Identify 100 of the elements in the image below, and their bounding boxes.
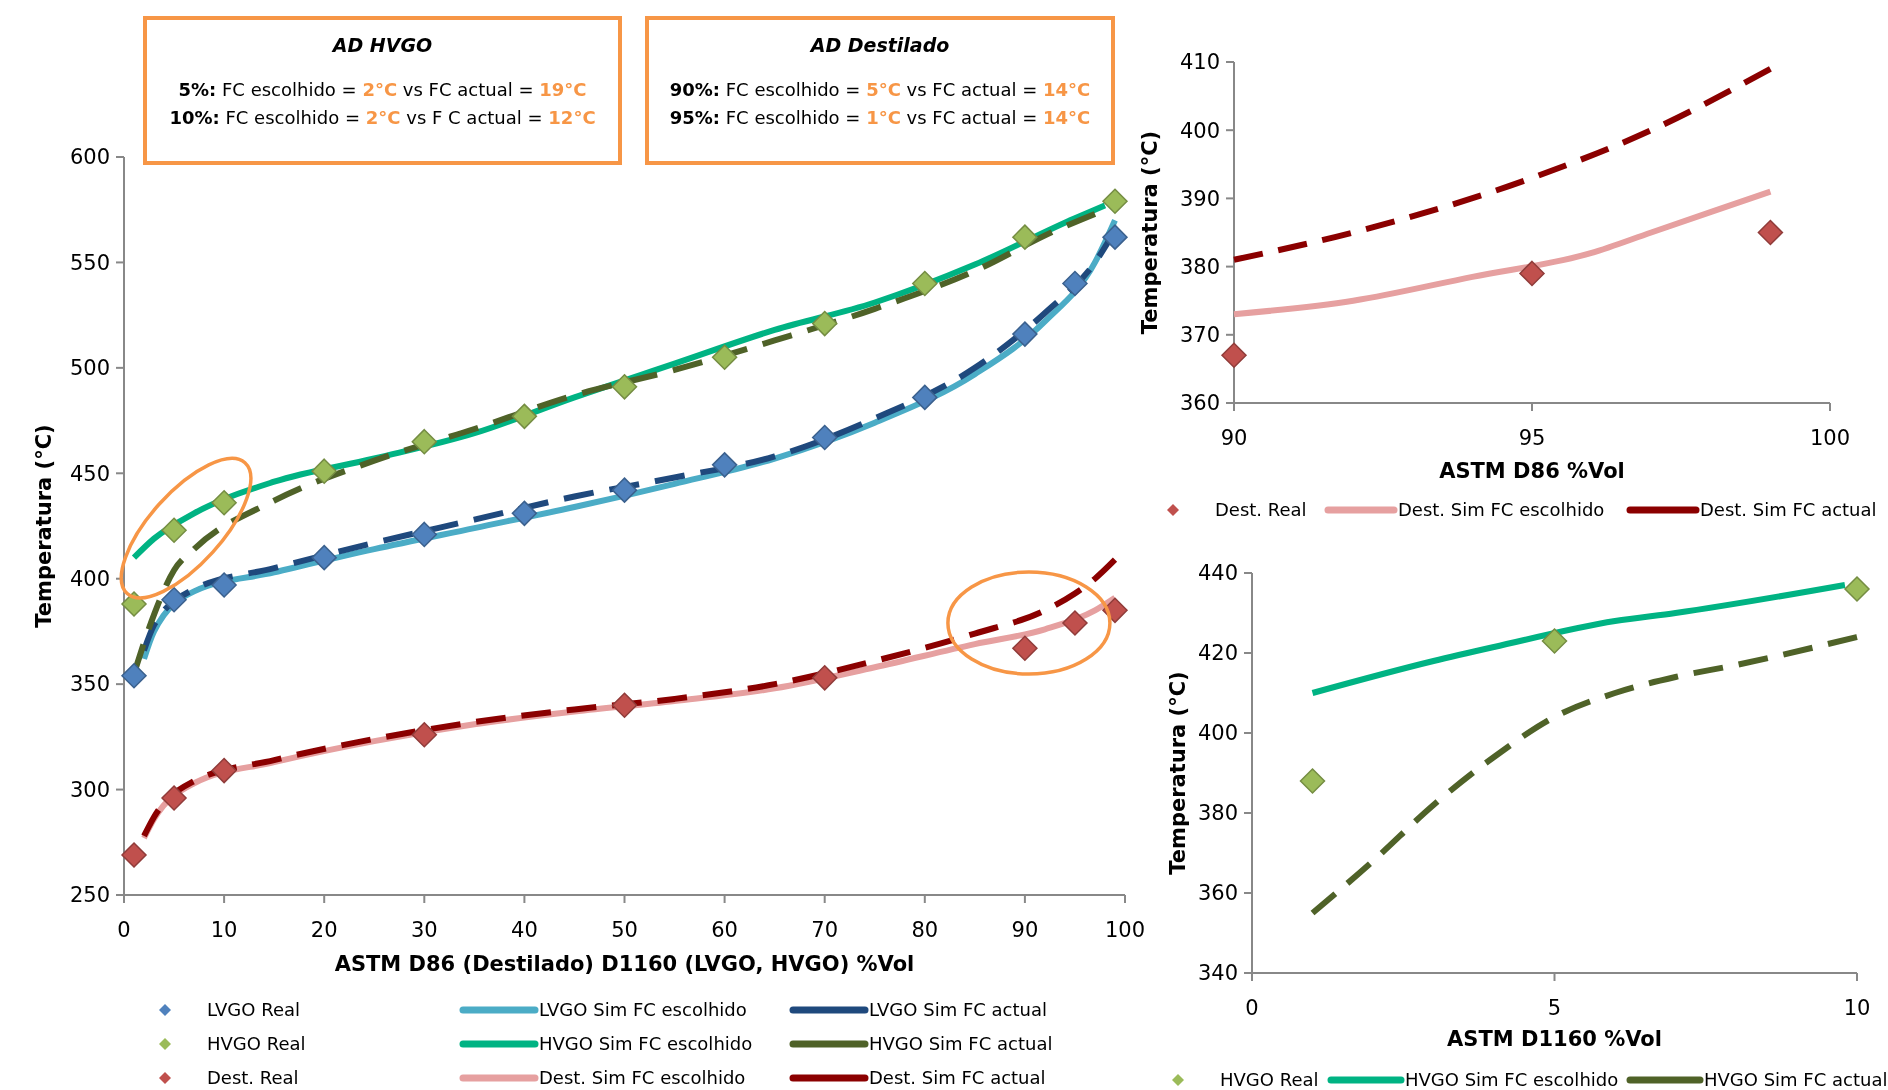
y-tick-label: 500 (69, 356, 110, 381)
legend-label: HVGO Real (207, 1033, 306, 1054)
y-tick-label: 390 (1179, 186, 1220, 211)
point (311, 544, 337, 571)
y-tick-label: 550 (69, 250, 110, 275)
point (1844, 576, 1870, 602)
x-tick-label: 90 (1011, 918, 1039, 942)
y-tick-label: 420 (1197, 641, 1238, 666)
x-axis-title: ASTM D1160 %Vol (1447, 1027, 1662, 1051)
legend-label: HVGO Sim FC escolhido (1405, 1069, 1619, 1090)
point (1062, 270, 1088, 297)
point (211, 572, 237, 598)
point (1541, 628, 1568, 654)
x-tick-label: 10 (210, 918, 238, 942)
point (161, 517, 187, 543)
legend-label: LVGO Real (207, 999, 301, 1020)
x-tick-label: 0 (1245, 996, 1259, 1020)
x-tick-label: 20 (310, 918, 338, 942)
point (711, 344, 738, 371)
x-axis-title: ASTM D86 %Vol (1439, 459, 1625, 483)
point (161, 785, 187, 811)
point (1012, 635, 1038, 662)
x-tick-label: 30 (410, 918, 438, 942)
point (121, 662, 147, 689)
legend-label: HVGO Real (1220, 1069, 1319, 1090)
x-tick-label: 40 (511, 918, 538, 942)
point (1102, 188, 1128, 215)
point (1299, 768, 1326, 794)
legend-label: LVGO Sim FC actual (869, 999, 1047, 1020)
y-tick-label: 400 (1179, 118, 1220, 143)
point (211, 757, 237, 784)
x-tick-label: 60 (711, 918, 738, 942)
point (1519, 260, 1545, 287)
y-tick-label: 380 (1179, 254, 1220, 279)
point (161, 587, 187, 613)
y-tick-label: 350 (69, 672, 110, 697)
text: 95%: FC escolhido = 1°C vs FC actual = 14°C (669, 107, 1091, 128)
y-tick-label: 380 (1197, 801, 1238, 826)
point (611, 374, 638, 400)
legend-label: Dest. Sim FC escolhido (539, 1067, 746, 1088)
point (511, 500, 538, 527)
point (811, 424, 838, 451)
point (1062, 610, 1088, 636)
point (311, 458, 337, 484)
text: 10%: FC escolhido = 2°C vs F C actual = 12°C (169, 107, 596, 128)
y-tick-label: 410 (1179, 50, 1220, 75)
y-tick-label: 450 (69, 461, 110, 486)
point (1102, 224, 1128, 250)
x-tick-label: 10 (1843, 996, 1871, 1020)
point (121, 842, 147, 868)
x-tick-label: 70 (811, 918, 839, 942)
legend-label: HVGO Sim FC actual (1704, 1069, 1888, 1090)
y-axis-title: Temperatura (°C) (31, 424, 56, 628)
x-tick-label: 100 (1809, 426, 1851, 450)
point (411, 428, 438, 455)
legend-label: LVGO Sim FC escolhido (539, 999, 747, 1020)
x-tick-label: 5 (1547, 996, 1562, 1020)
point (912, 384, 938, 411)
legend-label: Dest. Sim FC actual (869, 1067, 1046, 1088)
y-tick-label: 360 (1179, 391, 1220, 416)
point (1757, 219, 1784, 246)
point (411, 521, 438, 548)
point (811, 310, 838, 337)
point (1221, 342, 1247, 369)
y-tick-label: 440 (1197, 561, 1238, 586)
y-tick-label: 400 (69, 567, 110, 592)
y-tick-label: 400 (1197, 721, 1238, 746)
legend-label: Dest. Real (207, 1067, 299, 1088)
text: AD Destilado (808, 34, 950, 56)
y-tick-label: 250 (69, 883, 110, 908)
legend-label: HVGO Sim FC actual (869, 1033, 1053, 1054)
text: AD HVGO (330, 34, 433, 56)
point (1012, 224, 1038, 250)
y-tick-label: 600 (69, 145, 110, 170)
point (811, 665, 838, 691)
legend-label: Dest. Sim FC escolhido (1398, 499, 1605, 520)
y-axis-title: Temperatura (°C) (1137, 130, 1162, 335)
y-axis-title: Temperatura (°C) (1165, 671, 1190, 875)
point (511, 403, 538, 430)
x-tick-label: 90 (1220, 426, 1248, 450)
y-tick-label: 370 (1179, 323, 1220, 348)
x-tick-label: 0 (117, 918, 131, 942)
legend-label: Dest. Sim FC actual (1700, 499, 1877, 520)
y-tick-label: 340 (1197, 961, 1238, 986)
x-tick-label: 80 (911, 918, 939, 942)
point (211, 490, 237, 516)
x-tick-label: 100 (1104, 918, 1146, 942)
y-tick-label: 300 (69, 777, 110, 802)
point (1012, 321, 1038, 347)
x-axis-title: ASTM D86 (Destilado) D1160 (LVGO, HVGO) %Vol (334, 952, 915, 976)
text: 5%: FC escolhido = 2°C vs FC actual = 19°C (178, 79, 587, 100)
x-tick-label: 95 (1518, 426, 1546, 450)
point (711, 452, 738, 478)
legend-label: HVGO Sim FC escolhido (539, 1033, 753, 1054)
x-tick-label: 50 (611, 918, 638, 942)
point (912, 270, 938, 297)
legend-label: Dest. Real (1215, 499, 1307, 520)
point (611, 692, 638, 718)
point (611, 477, 638, 503)
text: 90%: FC escolhido = 5°C vs FC actual = 14°C (669, 79, 1091, 100)
